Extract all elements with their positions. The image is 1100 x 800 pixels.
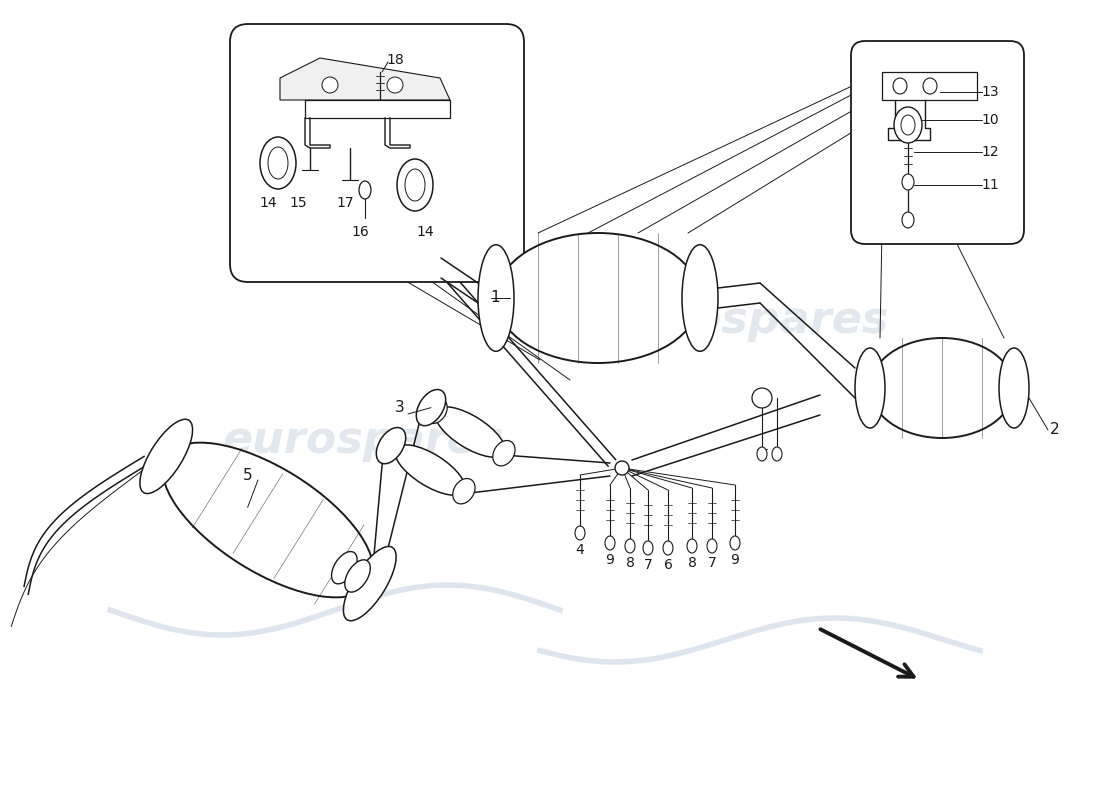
Ellipse shape <box>425 398 448 423</box>
Ellipse shape <box>923 78 937 94</box>
Ellipse shape <box>344 560 371 592</box>
Text: 8: 8 <box>688 556 696 570</box>
Ellipse shape <box>999 348 1028 428</box>
Text: 7: 7 <box>644 558 652 572</box>
Ellipse shape <box>625 539 635 553</box>
Polygon shape <box>305 100 450 118</box>
Ellipse shape <box>453 478 475 504</box>
Ellipse shape <box>752 388 772 408</box>
Ellipse shape <box>387 77 403 93</box>
Bar <box>882 72 977 100</box>
Text: 8: 8 <box>626 556 635 570</box>
Text: 2: 2 <box>1050 422 1059 438</box>
Text: 12: 12 <box>981 145 999 159</box>
Ellipse shape <box>605 536 615 550</box>
Ellipse shape <box>493 441 515 466</box>
Ellipse shape <box>359 181 371 199</box>
FancyBboxPatch shape <box>851 41 1024 244</box>
Ellipse shape <box>902 212 914 228</box>
Ellipse shape <box>902 174 914 190</box>
Ellipse shape <box>416 390 446 426</box>
Text: 4: 4 <box>575 543 584 557</box>
Ellipse shape <box>757 447 767 461</box>
Ellipse shape <box>405 169 425 201</box>
Ellipse shape <box>322 77 338 93</box>
Ellipse shape <box>331 551 358 584</box>
Ellipse shape <box>730 536 740 550</box>
Ellipse shape <box>163 442 373 598</box>
Text: 15: 15 <box>289 196 307 210</box>
Text: 3: 3 <box>395 401 405 415</box>
Text: 11: 11 <box>981 178 999 192</box>
Ellipse shape <box>397 159 433 211</box>
Text: 18: 18 <box>386 53 404 67</box>
Text: 16: 16 <box>351 225 369 239</box>
Ellipse shape <box>376 427 406 464</box>
Ellipse shape <box>615 461 629 475</box>
Ellipse shape <box>140 419 192 494</box>
Ellipse shape <box>682 245 718 351</box>
Ellipse shape <box>772 447 782 461</box>
Text: 10: 10 <box>981 113 999 127</box>
Text: 5: 5 <box>243 469 253 483</box>
Ellipse shape <box>707 539 717 553</box>
Text: 1: 1 <box>491 290 499 306</box>
Text: 6: 6 <box>663 558 672 572</box>
Polygon shape <box>280 58 450 100</box>
Text: 9: 9 <box>730 553 739 567</box>
Ellipse shape <box>894 107 922 143</box>
Ellipse shape <box>434 407 505 457</box>
Ellipse shape <box>496 233 700 363</box>
Ellipse shape <box>260 137 296 189</box>
Ellipse shape <box>478 245 514 351</box>
Text: 14: 14 <box>260 196 277 210</box>
Text: eurospares: eurospares <box>222 418 504 462</box>
Ellipse shape <box>268 147 288 179</box>
Text: 9: 9 <box>606 553 615 567</box>
Text: 14: 14 <box>416 225 433 239</box>
Ellipse shape <box>901 115 915 135</box>
Ellipse shape <box>870 338 1014 438</box>
Ellipse shape <box>575 526 585 540</box>
Text: 17: 17 <box>337 196 354 210</box>
Ellipse shape <box>663 541 673 555</box>
FancyBboxPatch shape <box>230 24 524 282</box>
Ellipse shape <box>644 541 653 555</box>
Text: 7: 7 <box>707 556 716 570</box>
Text: 13: 13 <box>981 85 999 99</box>
Text: eurospares: eurospares <box>607 298 889 342</box>
Ellipse shape <box>855 348 886 428</box>
Ellipse shape <box>395 445 465 495</box>
Ellipse shape <box>343 546 396 621</box>
Ellipse shape <box>893 78 907 94</box>
Ellipse shape <box>688 539 697 553</box>
